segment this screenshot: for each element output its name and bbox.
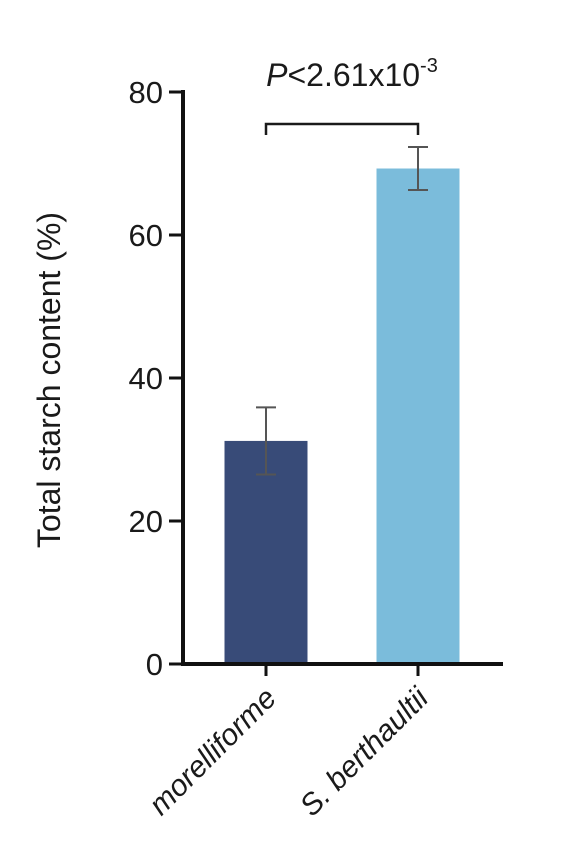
p-value-exponent: -3 (420, 55, 438, 77)
y-tick-label-0: 0 (146, 647, 163, 682)
y-tick-label-20: 20 (129, 504, 163, 539)
error-bar-1 (256, 406, 276, 476)
y-ticks: 0 20 40 60 80 (129, 75, 183, 682)
x-tick-label-1: morelliforme (143, 682, 283, 822)
p-symbol: P (266, 57, 288, 93)
x-tick-label-2: S. berthaultii (294, 681, 436, 823)
y-tick-label-80: 80 (129, 75, 163, 110)
significance-label: P<2.61x10-3 (266, 55, 438, 93)
y-tick-label-40: 40 (129, 361, 163, 396)
bar-2 (376, 168, 460, 664)
bar-1 (224, 440, 308, 664)
bars (224, 168, 460, 664)
y-tick-label-60: 60 (129, 218, 163, 253)
error-bars (256, 146, 428, 476)
p-value-text: <2.61x10 (287, 57, 420, 93)
error-bar-2 (408, 146, 428, 191)
y-axis-title: Total starch content (%) (31, 212, 67, 548)
significance-bracket (264, 122, 420, 135)
significance-annotation: P<2.61x10-3 (264, 55, 438, 135)
x-tick-labels: morelliforme S. berthaultii (143, 681, 436, 823)
